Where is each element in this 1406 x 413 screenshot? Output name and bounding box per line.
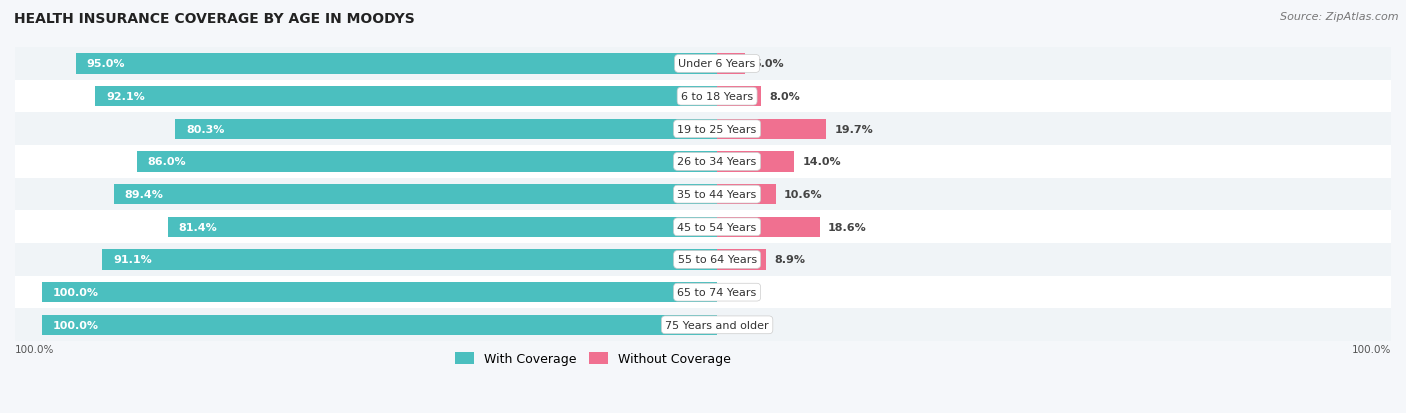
Text: 19 to 25 Years: 19 to 25 Years	[678, 124, 756, 135]
Text: 35 to 44 Years: 35 to 44 Years	[678, 190, 756, 199]
Text: 86.0%: 86.0%	[148, 157, 186, 167]
Bar	[114, 185, 717, 205]
Text: 100.0%: 100.0%	[1351, 344, 1391, 355]
Text: 100.0%: 100.0%	[53, 320, 98, 330]
Text: 89.4%: 89.4%	[125, 190, 163, 199]
Bar	[717, 185, 776, 205]
Text: 55 to 64 Years: 55 to 64 Years	[678, 255, 756, 265]
Text: Under 6 Years: Under 6 Years	[679, 59, 756, 69]
FancyBboxPatch shape	[15, 178, 1391, 211]
Bar	[96, 87, 717, 107]
FancyBboxPatch shape	[15, 81, 1391, 113]
Text: 100.0%: 100.0%	[15, 344, 55, 355]
Text: HEALTH INSURANCE COVERAGE BY AGE IN MOODYS: HEALTH INSURANCE COVERAGE BY AGE IN MOOD…	[14, 12, 415, 26]
Text: 92.1%: 92.1%	[107, 92, 145, 102]
Text: 0.0%: 0.0%	[725, 287, 756, 297]
FancyBboxPatch shape	[15, 276, 1391, 309]
Text: 65 to 74 Years: 65 to 74 Years	[678, 287, 756, 297]
Bar	[717, 250, 766, 270]
Text: 45 to 54 Years: 45 to 54 Years	[678, 222, 756, 232]
Text: 26 to 34 Years: 26 to 34 Years	[678, 157, 756, 167]
Text: 10.6%: 10.6%	[785, 190, 823, 199]
Text: 95.0%: 95.0%	[87, 59, 125, 69]
Text: 0.0%: 0.0%	[725, 320, 756, 330]
Bar	[717, 119, 825, 140]
FancyBboxPatch shape	[15, 244, 1391, 276]
Text: 6 to 18 Years: 6 to 18 Years	[681, 92, 754, 102]
FancyBboxPatch shape	[15, 309, 1391, 341]
Legend: With Coverage, Without Coverage: With Coverage, Without Coverage	[450, 347, 735, 370]
Text: 75 Years and older: 75 Years and older	[665, 320, 769, 330]
FancyBboxPatch shape	[15, 113, 1391, 146]
Bar	[717, 87, 761, 107]
FancyBboxPatch shape	[15, 146, 1391, 178]
Bar	[42, 315, 717, 335]
FancyBboxPatch shape	[15, 211, 1391, 244]
Text: Source: ZipAtlas.com: Source: ZipAtlas.com	[1281, 12, 1399, 22]
Text: 80.3%: 80.3%	[186, 124, 225, 135]
FancyBboxPatch shape	[15, 48, 1391, 81]
Text: 8.9%: 8.9%	[775, 255, 806, 265]
Bar	[136, 152, 717, 172]
Bar	[76, 54, 717, 74]
Text: 8.0%: 8.0%	[769, 92, 800, 102]
Bar	[103, 250, 717, 270]
Bar	[717, 54, 745, 74]
Bar	[174, 119, 717, 140]
Text: 18.6%: 18.6%	[828, 222, 868, 232]
Text: 19.7%: 19.7%	[834, 124, 873, 135]
Text: 100.0%: 100.0%	[53, 287, 98, 297]
Text: 91.1%: 91.1%	[112, 255, 152, 265]
Bar	[42, 282, 717, 303]
Text: 81.4%: 81.4%	[179, 222, 218, 232]
Text: 14.0%: 14.0%	[803, 157, 841, 167]
Bar	[717, 152, 794, 172]
Text: 5.0%: 5.0%	[754, 59, 783, 69]
Bar	[167, 217, 717, 237]
Bar	[717, 217, 820, 237]
